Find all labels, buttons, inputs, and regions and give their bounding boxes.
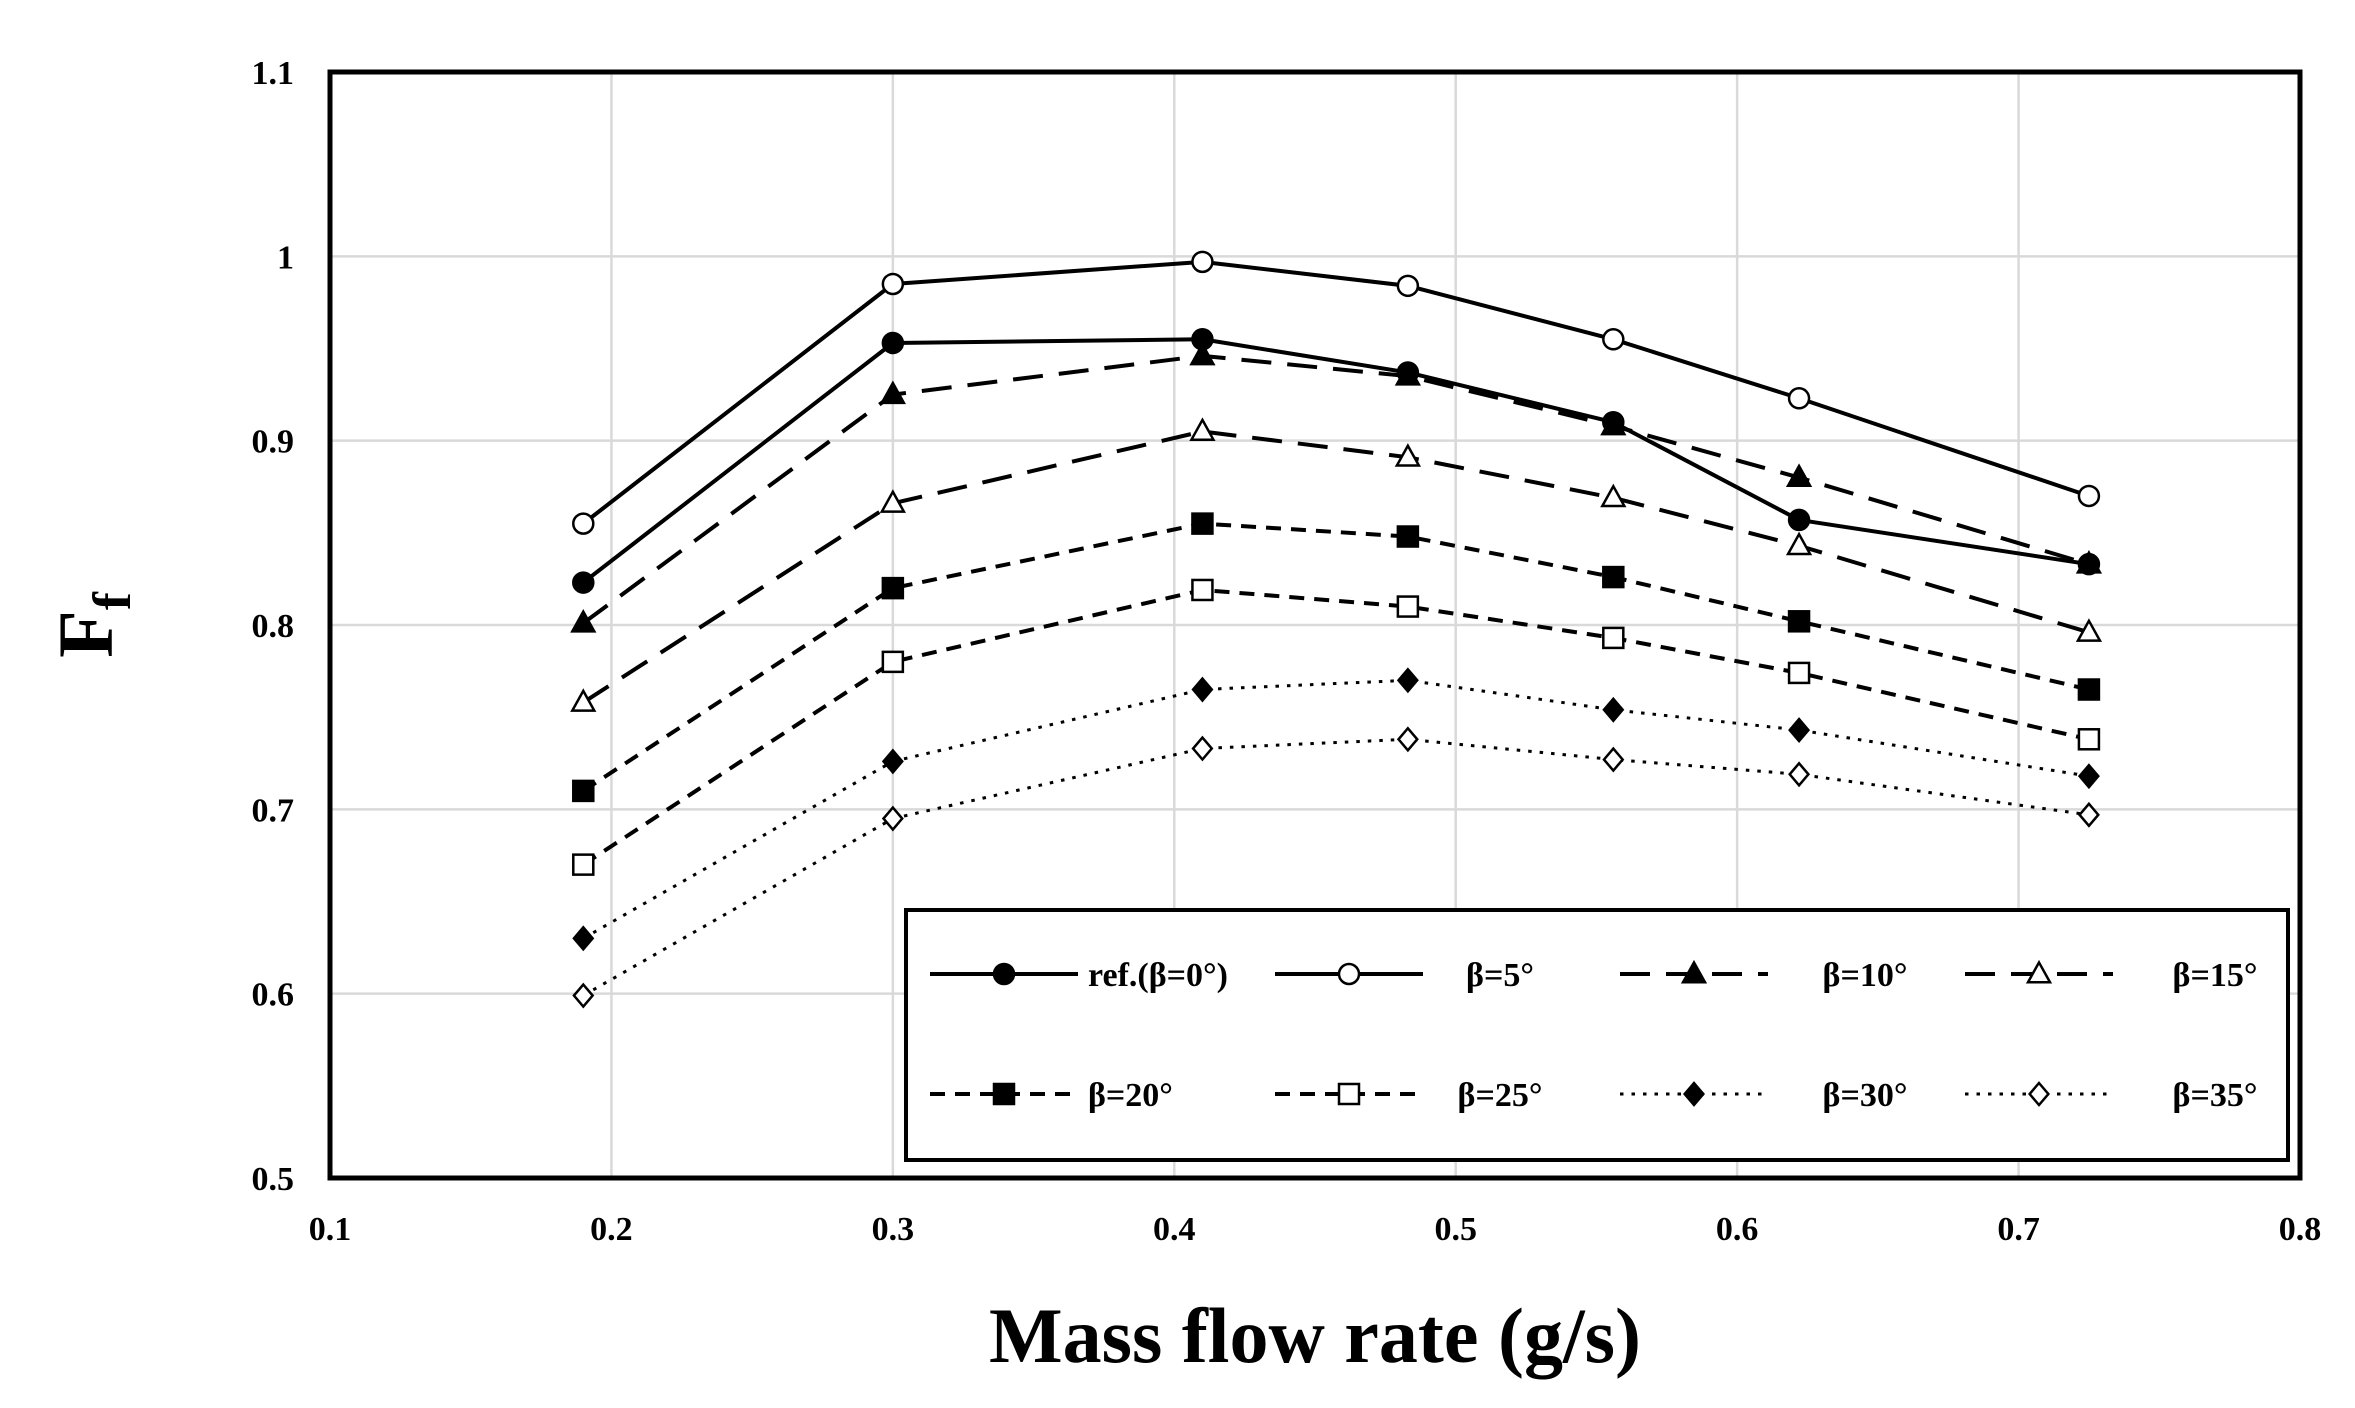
legend-label: β=25° <box>1458 1077 1543 1114</box>
data-point <box>1396 595 1420 618</box>
y-tick-label: 0.5 <box>252 1161 295 1198</box>
svg-text:Ff: Ff <box>42 591 142 658</box>
legend-marker <box>1680 959 1708 984</box>
data-point <box>2075 618 2103 642</box>
data-point <box>1787 661 1811 685</box>
data-point <box>881 576 905 600</box>
data-point <box>1602 565 1625 589</box>
data-point <box>2075 550 2103 574</box>
legend: ref.(β=0°) β=5° β=10° β=15° β=20° β=25° β=30° β… <box>904 908 2290 1162</box>
data-point <box>1602 746 1625 773</box>
legend-marker <box>992 1082 1016 1106</box>
data-point <box>1396 274 1420 298</box>
data-point <box>881 272 905 296</box>
data-point <box>1787 610 1811 633</box>
legend-label: β=5° <box>1466 957 1534 994</box>
data-point <box>1396 667 1419 694</box>
data-point <box>1189 417 1216 441</box>
legend-label: β=10° <box>1823 957 1908 994</box>
data-point <box>1189 341 1216 366</box>
data-point <box>1602 696 1625 723</box>
x-tick-label: 0.6 <box>1716 1211 1759 1248</box>
legend-marker <box>2025 959 2053 984</box>
data-point <box>881 650 905 674</box>
data-point <box>1396 525 1420 548</box>
x-tick-label: 0.4 <box>1153 1211 1196 1248</box>
data-point <box>572 925 595 952</box>
data-point <box>1600 483 1627 508</box>
data-point <box>1394 362 1421 386</box>
data-point <box>2077 801 2100 828</box>
legend-marker <box>992 962 1016 986</box>
legend-box <box>904 908 2290 1162</box>
x-tick-label: 0.2 <box>590 1211 633 1248</box>
y-tick-label: 0.8 <box>252 608 295 645</box>
data-point <box>1788 717 1811 744</box>
x-tick-label: 0.7 <box>1997 1211 2040 1248</box>
y-axis-title-main: F <box>42 610 129 658</box>
legend-label: β=15° <box>2173 957 2258 994</box>
data-point <box>1602 328 1625 351</box>
data-point <box>881 748 904 775</box>
data-point <box>1785 463 1813 488</box>
data-point <box>572 982 595 1009</box>
gridlines <box>330 72 2300 1178</box>
x-tick-label: 0.8 <box>2279 1211 2322 1248</box>
data-point <box>572 512 595 535</box>
data-point <box>1191 676 1214 703</box>
data-point <box>1785 531 1813 556</box>
y-axis-title-subscript: f <box>82 591 142 610</box>
data-point <box>1787 387 1811 410</box>
legend-marker <box>2028 1081 2050 1107</box>
data-point <box>1191 578 1214 602</box>
data-point <box>881 805 904 832</box>
tick-labels: 0.1 0.2 0.3 0.4 0.5 0.6 0.7 0.8 0.5 0.6 0.7 0.8 0.9 1… <box>252 55 2322 1248</box>
data-point <box>1787 508 1811 532</box>
data-point <box>879 380 906 405</box>
x-tick-label: 0.1 <box>309 1211 352 1248</box>
data-point <box>572 779 595 803</box>
data-markers <box>570 250 2103 1009</box>
data-point <box>881 331 905 355</box>
x-axis-title: Mass flow rate (g/s) <box>989 1292 1641 1379</box>
y-tick-label: 1.1 <box>252 55 295 92</box>
data-point <box>1394 443 1421 467</box>
y-tick-label: 1 <box>277 239 294 276</box>
data-point <box>1191 512 1214 535</box>
x-tick-label: 0.5 <box>1434 1211 1477 1248</box>
data-point <box>570 688 597 712</box>
data-point <box>570 609 597 633</box>
data-point <box>572 853 595 876</box>
plot-area-frame <box>327 69 2303 1181</box>
x-tick-label: 0.3 <box>872 1211 915 1248</box>
data-point <box>2077 678 2101 701</box>
legend-label: ref.(β=0°) <box>1088 957 1228 994</box>
y-tick-label: 0.7 <box>252 792 295 829</box>
legend-label: β=30° <box>1823 1077 1908 1114</box>
legend-marker <box>1337 1082 1361 1106</box>
data-point <box>2077 763 2100 790</box>
legend-marker <box>1337 962 1361 986</box>
data-point <box>1600 411 1627 436</box>
data-point <box>1191 735 1214 762</box>
legend-label: β=20° <box>1088 1077 1173 1114</box>
data-point <box>2077 728 2101 751</box>
legend-label: β=35° <box>2173 1077 2258 1114</box>
data-point <box>572 571 595 594</box>
y-tick-label: 0.6 <box>252 977 295 1014</box>
data-point <box>879 489 906 513</box>
data-point <box>1191 250 1214 274</box>
legend-marker <box>1683 1081 1705 1107</box>
data-point <box>1396 726 1419 753</box>
data-point <box>1788 761 1811 788</box>
y-axis-title: Ff <box>42 591 142 658</box>
y-tick-label: 0.9 <box>252 424 295 461</box>
data-point <box>1602 626 1625 650</box>
data-point <box>2077 484 2101 508</box>
